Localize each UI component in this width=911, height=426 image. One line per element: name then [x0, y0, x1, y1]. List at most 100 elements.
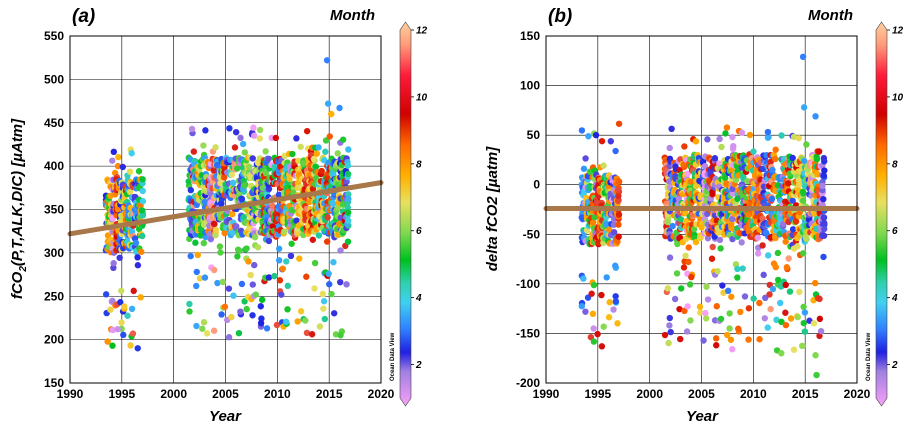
outlier-point: [114, 326, 121, 333]
data-point: [240, 213, 248, 221]
data-point: [594, 330, 601, 338]
x-tick-label: 2015: [792, 387, 819, 401]
outlier-point: [109, 342, 116, 349]
y-tick-labels-a: 150 200 250 300 350 400 450 500 550: [44, 29, 64, 390]
data-point: [221, 229, 228, 237]
data-point: [330, 258, 337, 266]
data-point: [132, 239, 140, 247]
data-point: [237, 134, 244, 142]
data-point: [201, 274, 209, 281]
data-point: [754, 250, 762, 257]
data-point: [580, 165, 588, 172]
data-point: [811, 210, 819, 218]
data-point: [756, 299, 763, 307]
data-point: [813, 156, 821, 163]
data-point: [772, 155, 779, 163]
data-point: [127, 342, 134, 349]
data-point: [667, 328, 674, 336]
data-point: [756, 336, 763, 343]
data-point: [303, 329, 311, 337]
data-point: [789, 197, 796, 204]
x-tick-label: 2015: [316, 387, 343, 401]
data-point: [612, 293, 619, 300]
data-point: [713, 303, 720, 310]
data-point: [802, 234, 810, 241]
data-point: [714, 268, 721, 275]
data-point: [729, 346, 736, 353]
data-point: [197, 232, 204, 239]
data-point: [769, 166, 776, 174]
data-point: [345, 195, 352, 203]
data-point: [664, 285, 672, 292]
data-point: [283, 258, 290, 265]
data-point: [734, 274, 741, 281]
data-point: [668, 125, 675, 133]
data-point: [666, 144, 673, 152]
y-tick-label: 150: [520, 29, 540, 43]
data-point: [326, 281, 333, 288]
data-point: [329, 199, 336, 207]
data-point: [768, 195, 776, 203]
data-point: [258, 296, 266, 303]
data-point: [134, 262, 142, 269]
data-point: [821, 167, 828, 174]
data-point: [114, 162, 122, 170]
data-point: [281, 228, 288, 235]
data-point: [308, 331, 316, 338]
data-point: [787, 315, 795, 322]
data-point: [816, 295, 823, 303]
data-point: [104, 338, 111, 345]
data-point: [212, 144, 219, 151]
data-point: [697, 234, 704, 241]
data-point: [319, 290, 327, 298]
data-point: [745, 211, 752, 218]
data-point: [265, 155, 272, 162]
data-point: [704, 136, 711, 143]
data-point: [225, 285, 233, 292]
x-tick-label: 1990: [57, 387, 84, 401]
data-point: [138, 207, 146, 214]
data-point: [671, 295, 679, 303]
data-point: [610, 221, 618, 228]
data-point: [320, 156, 328, 164]
x-tick-label: 1995: [108, 387, 135, 401]
data-point: [345, 191, 352, 198]
data-point: [774, 276, 782, 284]
data-point: [202, 127, 209, 134]
data-point: [741, 293, 749, 300]
data-point: [276, 277, 284, 284]
data-point: [137, 294, 144, 301]
data-point: [230, 292, 237, 299]
data-point: [294, 318, 301, 325]
data-point: [278, 291, 285, 298]
data-point: [109, 157, 116, 164]
data-point: [102, 291, 110, 298]
data-point: [578, 214, 585, 221]
data-point: [210, 266, 218, 274]
data-point: [135, 168, 143, 175]
data-point: [272, 134, 280, 142]
data-point: [600, 323, 607, 330]
data-point: [251, 132, 258, 139]
data-point: [592, 131, 600, 139]
data-point: [590, 281, 598, 289]
data-point: [257, 319, 265, 327]
data-point: [683, 328, 691, 335]
data-point: [803, 141, 810, 148]
panel-a: 1990 1995 2000 2005 2010 2015 2020 150 200 250 30…: [9, 6, 428, 425]
data-point: [120, 331, 127, 339]
data-point: [819, 182, 826, 190]
data-point: [745, 336, 752, 343]
data-point: [745, 228, 753, 235]
data-point: [325, 270, 332, 277]
data-point: [784, 180, 792, 187]
data-point: [723, 331, 731, 339]
data-point: [110, 260, 117, 267]
data-point: [257, 303, 264, 310]
data-point: [798, 342, 806, 350]
outlier-point: [800, 104, 808, 111]
data-point: [322, 148, 329, 155]
data-point: [786, 288, 794, 295]
data-point: [711, 155, 719, 162]
data-point: [773, 316, 780, 323]
